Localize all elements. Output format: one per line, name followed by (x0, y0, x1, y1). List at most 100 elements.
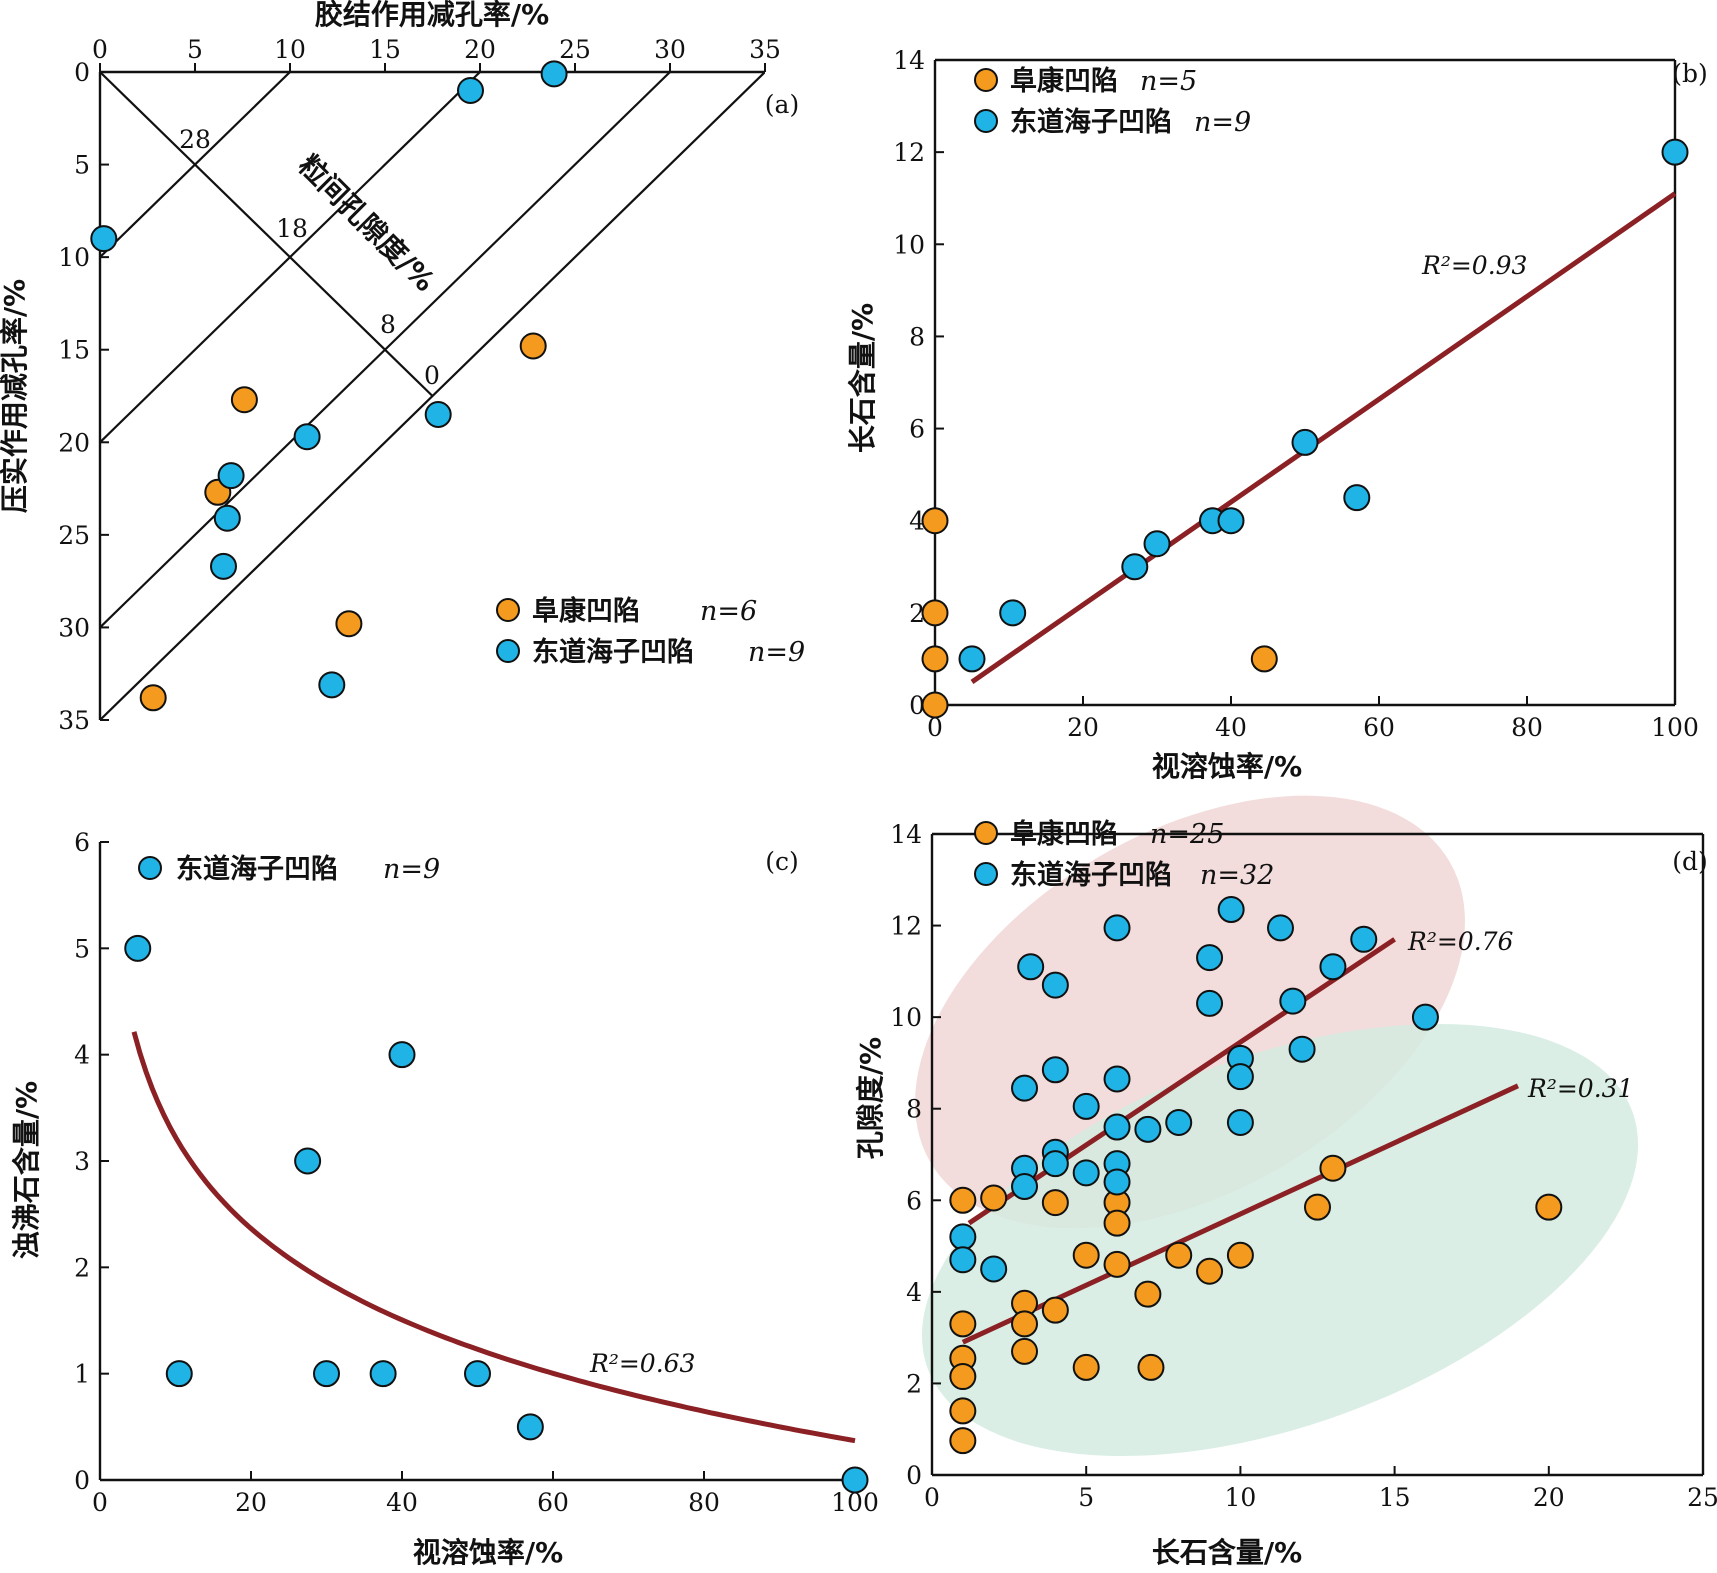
legend-marker-fukang (974, 821, 998, 845)
panel-c-trendline (131, 1031, 856, 1444)
data-point-dongdao (949, 1223, 977, 1251)
x-tick-label: 20 (464, 35, 496, 64)
legend-marker-dongdao (496, 639, 520, 663)
porosity-contour-label: 28 (179, 125, 211, 154)
trend-line (970, 191, 1677, 685)
panel-c-points (124, 934, 869, 1494)
x-tick-label: 10 (274, 35, 306, 64)
data-point-dongdao (1121, 553, 1149, 581)
x-tick-label: 15 (1379, 1483, 1411, 1512)
y-tick-label: 14 (893, 46, 925, 75)
data-point-fukang (921, 507, 949, 535)
x-tick-label: 35 (749, 35, 781, 64)
y-tick-label: 10 (893, 230, 925, 259)
legend-marker-fukang (974, 68, 998, 92)
data-point-dongdao (1266, 914, 1294, 942)
x-tick-label: 60 (1363, 713, 1395, 742)
data-point-fukang (230, 386, 258, 414)
panel-c-r2: R²=0.63 (589, 1349, 695, 1378)
data-point-fukang (1134, 1280, 1162, 1308)
data-point-dongdao (424, 401, 452, 429)
data-point-dongdao (369, 1360, 397, 1388)
data-point-dongdao (1134, 1115, 1162, 1143)
x-tick-label: 0 (92, 1488, 108, 1517)
data-point-dongdao (457, 77, 484, 105)
panel-a: 0 5 10 15 20 25 30 35 0 5 10 15 20 25 30 35 胶结作用减孔率/% 压… (0, 0, 805, 735)
data-point-dongdao (1103, 1168, 1131, 1196)
y-tick-label: 20 (58, 428, 90, 457)
data-point-fukang (1041, 1189, 1069, 1217)
data-point-dongdao (516, 1413, 544, 1441)
y-tick-label: 4 (906, 1278, 922, 1307)
data-point-dongdao (1011, 1074, 1039, 1102)
data-point-fukang (1011, 1310, 1039, 1338)
y-tick-label: 2 (74, 1253, 90, 1282)
panel-c-label: (c) (765, 847, 799, 876)
data-point-dongdao (1226, 1063, 1254, 1091)
data-point-dongdao (1072, 1159, 1100, 1187)
data-point-fukang (921, 645, 949, 673)
data-point-dongdao (1217, 507, 1245, 535)
data-point-fukang (139, 684, 167, 712)
data-point-dongdao (1343, 484, 1371, 512)
panel-d: 0 5 10 15 20 25 0 2 4 6 8 10 12 14 长石含量/% 孔隙度/% (d) R… (854, 795, 1717, 1569)
y-tick-label: 1 (74, 1360, 90, 1389)
panel-a-legend: 阜康凹陷 n=6 东道海子凹陷 n=9 (496, 595, 805, 668)
y-tick-label: 35 (58, 706, 90, 735)
x-tick-label: 5 (1078, 1483, 1094, 1512)
data-point-dongdao (1017, 953, 1045, 981)
y-tick-label: 0 (906, 1461, 922, 1490)
data-point-dongdao (213, 504, 241, 532)
legend-count-fukang: n=6 (700, 596, 757, 627)
data-point-fukang (1072, 1353, 1100, 1381)
data-point-fukang (949, 1186, 977, 1214)
legend-count-dongdao: n=9 (748, 637, 805, 668)
panel-d-ylabel: 孔隙度/% (854, 1037, 887, 1159)
x-tick-label: 0 (92, 35, 108, 64)
y-tick-label: 0 (74, 58, 90, 87)
data-point-dongdao (980, 1255, 1008, 1283)
data-point-dongdao (217, 462, 245, 490)
x-tick-label: 5 (187, 35, 203, 64)
x-tick-label: 80 (688, 1488, 720, 1517)
y-tick-label: 5 (74, 151, 90, 180)
data-point-dongdao (464, 1360, 491, 1388)
panel-d-label: (d) (1672, 847, 1708, 876)
x-tick-label: 20 (235, 1488, 267, 1517)
data-point-fukang (1196, 1257, 1224, 1285)
data-point-dongdao (293, 423, 321, 451)
y-tick-label: 30 (58, 613, 90, 642)
y-tick-label: 8 (906, 1095, 922, 1124)
data-point-dongdao (540, 60, 568, 88)
y-tick-label: 10 (58, 243, 90, 272)
y-tick-label: 12 (893, 138, 925, 167)
x-tick-label: 0 (927, 713, 943, 742)
y-tick-label: 10 (890, 1003, 922, 1032)
panel-b-label: (b) (1672, 59, 1708, 88)
data-point-fukang (921, 691, 949, 719)
data-point-dongdao (1661, 138, 1689, 166)
data-point-dongdao (210, 552, 237, 580)
y-tick-label: 14 (890, 820, 922, 849)
data-point-fukang (921, 599, 949, 627)
data-point-dongdao (1279, 987, 1307, 1015)
x-tick-label: 30 (654, 35, 686, 64)
data-point-fukang (1165, 1241, 1193, 1269)
panel-c-xlabel: 视溶蚀率/% (413, 1536, 563, 1569)
data-point-dongdao (1143, 530, 1171, 558)
data-point-dongdao (1196, 944, 1224, 972)
legend-count-fukang: n=25 (1150, 819, 1224, 850)
data-point-fukang (1041, 1296, 1069, 1324)
legend-label-dongdao: 东道海子凹陷 (176, 853, 338, 885)
data-point-dongdao (1217, 896, 1245, 924)
data-point-dongdao (318, 671, 346, 699)
data-point-dongdao (1103, 1113, 1131, 1141)
legend-marker-dongdao (974, 862, 998, 886)
panel-a-points (90, 60, 568, 712)
data-point-dongdao (1226, 1108, 1254, 1136)
panel-d-r2-upper: R²=0.76 (1407, 927, 1514, 956)
data-point-fukang (949, 1310, 977, 1338)
data-point-dongdao (1103, 914, 1131, 942)
